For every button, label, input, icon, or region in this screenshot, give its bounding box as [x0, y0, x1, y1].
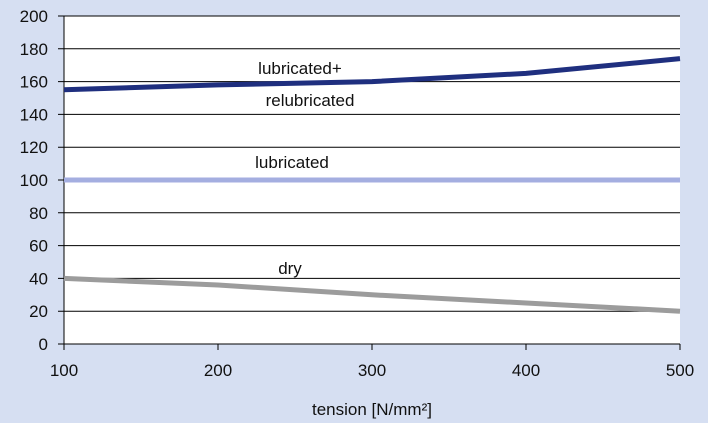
series-label-0: lubricated+ [258, 59, 342, 78]
x-tick-label: 100 [50, 361, 78, 380]
x-axis-label: tension [N/mm²] [312, 400, 432, 419]
x-tick-label: 200 [204, 361, 232, 380]
series-line-0 [63, 56, 681, 93]
y-tick-label: 80 [29, 204, 48, 223]
series-label-0: relubricated [266, 91, 355, 110]
y-tick-label: 60 [29, 237, 48, 256]
x-tick-label: 400 [512, 361, 540, 380]
y-tick-label: 200 [20, 7, 48, 26]
series-line-2 [63, 275, 681, 314]
series-labels: lubricated+ relubricated lubricated dry [255, 59, 354, 278]
series-label-1: lubricated [255, 153, 329, 172]
x-tick-label: 300 [358, 361, 386, 380]
grid [58, 15, 680, 345]
y-tick-label: 120 [20, 138, 48, 157]
x-tick-label: 500 [666, 361, 694, 380]
y-tick-label: 100 [20, 171, 48, 190]
y-tick-label: 180 [20, 40, 48, 59]
series-label-2: dry [278, 259, 302, 278]
x-tick-labels: 100 200 300 400 500 [50, 361, 694, 380]
y-tick-label: 0 [39, 335, 48, 354]
y-tick-label: 140 [20, 105, 48, 124]
y-tick-labels: 0 20 40 60 80 100 120 140 160 180 200 [20, 7, 48, 354]
series-lines [63, 56, 681, 314]
y-tick-label: 160 [20, 73, 48, 92]
y-tick-label: 40 [29, 269, 48, 288]
y-tick-label: 20 [29, 302, 48, 321]
